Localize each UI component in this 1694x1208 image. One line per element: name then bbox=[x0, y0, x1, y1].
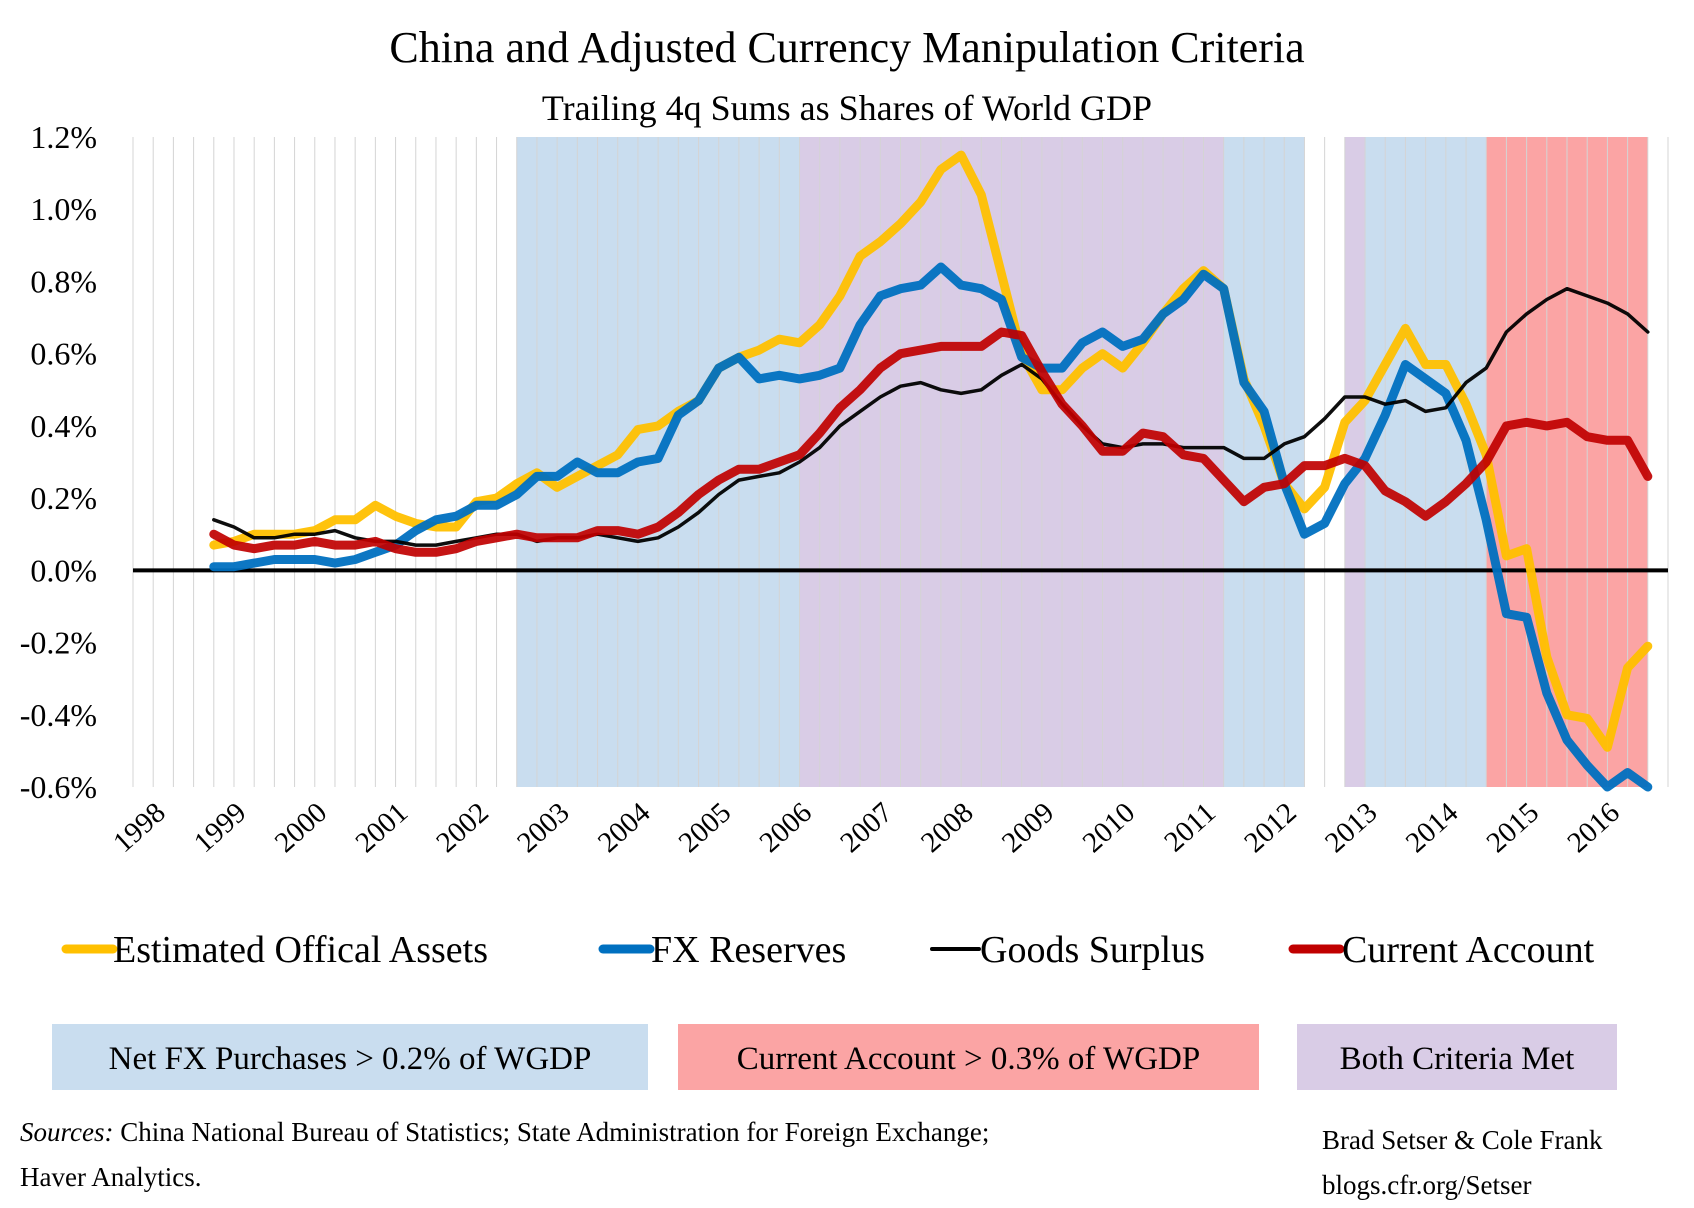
chart-title: China and Adjusted Currency Manipulation… bbox=[389, 23, 1304, 72]
series-line-0 bbox=[209, 150, 1653, 752]
x-tick-label: 2015 bbox=[1481, 796, 1546, 859]
legend-label-1: FX Reserves bbox=[651, 929, 846, 971]
x-tick-label: 2003 bbox=[511, 796, 576, 859]
x-tick-label: 2012 bbox=[1238, 796, 1303, 859]
y-tick-label: -0.4% bbox=[20, 697, 97, 733]
x-tick-label: 2006 bbox=[753, 796, 818, 859]
y-tick-label: 0.0% bbox=[30, 552, 97, 588]
y-tick-label: 1.2% bbox=[30, 119, 97, 155]
band-legend: Net FX Purchases > 0.2% of WGDP Current A… bbox=[52, 1024, 1617, 1090]
x-tick-label: 2011 bbox=[1158, 796, 1222, 858]
legend-label-0: Estimated Offical Assets bbox=[113, 929, 488, 971]
x-tick-label: 2010 bbox=[1077, 796, 1142, 859]
credits: Brad Setser & Cole Frank blogs.cfr.org/S… bbox=[1322, 1118, 1692, 1208]
x-tick-label: 2004 bbox=[592, 796, 657, 859]
band-legend-box-ca bbox=[678, 1024, 1259, 1090]
x-tick-label: 2005 bbox=[673, 796, 738, 859]
series-line-3 bbox=[209, 327, 1653, 557]
y-tick-label: -0.6% bbox=[20, 769, 97, 805]
x-tick-label: 2009 bbox=[996, 796, 1061, 859]
y-tick-label: 0.6% bbox=[30, 336, 97, 372]
legend-label-3: Current Account bbox=[1342, 929, 1595, 971]
vertical-gridlines bbox=[132, 137, 1669, 787]
y-tick-label: 1.0% bbox=[30, 191, 97, 227]
x-tick-label: 2014 bbox=[1400, 796, 1465, 859]
y-tick-label: 0.8% bbox=[30, 263, 97, 299]
band-legend-label-ca: Current Account > 0.3% of WGDP bbox=[737, 1041, 1200, 1077]
x-axis: 1998 1999 2000 2001 2002 2003 2004 2005 2006 2007… bbox=[107, 796, 1626, 859]
y-tick-label: 0.4% bbox=[30, 408, 97, 444]
sources-label: Sources: bbox=[20, 1117, 114, 1147]
band-both-1 bbox=[799, 137, 1224, 787]
x-tick-label: 1998 bbox=[107, 796, 172, 859]
x-tick-label: 2001 bbox=[350, 796, 415, 859]
series-line-1 bbox=[209, 262, 1653, 792]
series-line-2 bbox=[212, 286, 1650, 547]
x-tick-label: 2002 bbox=[430, 796, 495, 859]
chart-subtitle: Trailing 4q Sums as Shares of World GDP bbox=[542, 88, 1152, 128]
sources-line-1: China National Bureau of Statistics; Sta… bbox=[113, 1117, 990, 1147]
x-tick-label: 2007 bbox=[834, 796, 899, 859]
y-tick-label: 0.2% bbox=[30, 480, 97, 516]
x-tick-label: 2016 bbox=[1561, 796, 1626, 859]
source-url: blogs.cfr.org/Setser bbox=[1322, 1170, 1532, 1200]
x-tick-label: 2000 bbox=[269, 796, 334, 859]
y-axis: 1.2% 1.0% 0.8% 0.6% 0.4% 0.2% 0.0% -0.2% -0.4% -0… bbox=[20, 119, 1668, 805]
band-legend-box-both bbox=[1297, 1024, 1617, 1090]
x-tick-label: 2013 bbox=[1319, 796, 1384, 859]
author-credit: Brad Setser & Cole Frank bbox=[1322, 1125, 1603, 1155]
y-tick-label: -0.2% bbox=[20, 625, 97, 661]
band-legend-label-both: Both Criteria Met bbox=[1340, 1041, 1575, 1077]
legend-label-2: Goods Surplus bbox=[980, 929, 1205, 971]
sources-note: Sources: China National Bureau of Statis… bbox=[20, 1110, 1310, 1200]
legend: Estimated Offical Assets FX Reserves Goods… bbox=[61, 929, 1595, 971]
series-lines bbox=[209, 150, 1653, 792]
x-tick-label: 2008 bbox=[915, 796, 980, 859]
band-legend-label-fx: Net FX Purchases > 0.2% of WGDP bbox=[109, 1041, 592, 1077]
band-legend-box-fx bbox=[52, 1024, 648, 1090]
x-tick-label: 1999 bbox=[188, 796, 253, 859]
sources-line-2: Haver Analytics. bbox=[20, 1162, 202, 1192]
